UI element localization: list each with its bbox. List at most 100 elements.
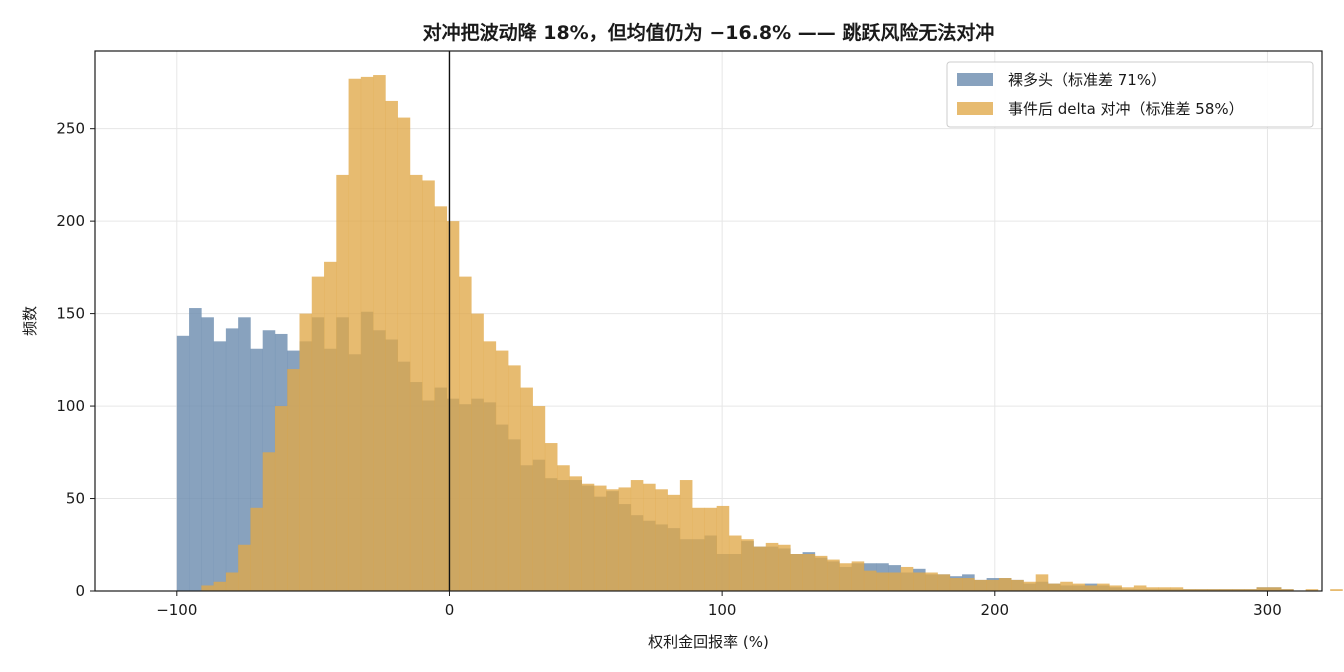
bar-delta-hedged	[913, 572, 926, 591]
bar-delta-hedged	[569, 476, 583, 591]
chart-title: 对冲把波动降 18%，但均值仍为 −16.8% —— 跳跃风险无法对冲	[423, 21, 995, 44]
bar-delta-hedged	[1170, 587, 1184, 591]
bar-delta-hedged	[851, 561, 865, 591]
y-tick-label: 0	[75, 582, 85, 600]
bar-delta-hedged	[655, 489, 668, 591]
bar-delta-hedged	[618, 487, 632, 591]
bar-delta-hedged	[876, 572, 889, 591]
bar-delta-hedged	[299, 313, 313, 591]
bar-delta-hedged	[1182, 589, 1196, 591]
axis-ticks: −100 0 100 200 300 0 50 100 150 200 250	[56, 120, 1281, 619]
bar-delta-hedged	[434, 206, 448, 591]
bar-delta-hedged	[949, 578, 963, 591]
bar-delta-hedged	[471, 313, 484, 591]
bar-delta-hedged	[630, 480, 644, 591]
bar-delta-hedged	[925, 572, 938, 591]
bar-delta-hedged	[422, 180, 435, 591]
bar-delta-hedged	[1256, 587, 1270, 591]
bar-delta-hedged	[348, 78, 362, 591]
bar-delta-hedged	[667, 494, 681, 591]
bar-delta-hedged	[581, 483, 595, 591]
bar-delta-hedged	[1121, 587, 1135, 591]
bar-delta-hedged	[1281, 589, 1294, 591]
bar-delta-hedged	[336, 174, 349, 591]
bar-delta-hedged	[1232, 589, 1245, 591]
bar-delta-hedged	[741, 539, 754, 591]
bar-delta-hedged	[962, 578, 975, 591]
legend: 裸多头（标准差 71%） 事件后 delta 对冲（标准差 58%）	[946, 61, 1314, 128]
y-tick-label: 250	[56, 120, 85, 138]
x-axis-label: 权利金回报率 (%)	[648, 633, 769, 651]
bar-delta-hedged	[753, 546, 767, 591]
bar-delta-hedged	[716, 505, 730, 591]
legend-swatch-delta-hedged	[957, 102, 993, 115]
legend-label-delta-hedged: 事件后 delta 对冲（标准差 58%）	[1008, 100, 1244, 118]
bar-delta-hedged	[593, 485, 607, 591]
bar-delta-hedged	[1219, 589, 1233, 591]
bar-delta-hedged	[213, 581, 227, 591]
legend-label-naked-long: 裸多头（标准差 71%）	[1008, 71, 1166, 89]
bar-delta-hedged	[397, 117, 411, 591]
bar-naked-long	[225, 328, 239, 591]
bar-delta-hedged	[1244, 589, 1257, 591]
x-tick-label: 0	[445, 601, 455, 619]
bar-delta-hedged	[373, 75, 386, 592]
bar-delta-hedged	[802, 554, 816, 591]
bar-delta-hedged	[937, 574, 951, 591]
bar-delta-hedged	[459, 276, 472, 591]
bar-delta-hedged	[360, 76, 374, 592]
bar-delta-hedged	[1195, 589, 1208, 591]
bar-delta-hedged	[888, 572, 902, 591]
bar-delta-hedged	[1072, 583, 1086, 591]
bar-delta-hedged	[1207, 589, 1221, 591]
bar-delta-hedged	[839, 563, 852, 591]
bar-naked-long	[189, 308, 202, 591]
histogram-bars	[176, 75, 1343, 592]
bar-delta-hedged	[495, 350, 509, 591]
bar-delta-hedged	[1084, 585, 1098, 591]
bar-delta-hedged	[262, 452, 276, 591]
bar-delta-hedged	[606, 489, 619, 591]
bar-delta-hedged	[274, 406, 288, 591]
legend-swatch-naked-long	[957, 73, 993, 86]
bar-naked-long	[213, 341, 227, 591]
x-tick-label: 300	[1253, 601, 1282, 619]
bar-delta-hedged	[1011, 579, 1024, 591]
bar-delta-hedged	[1305, 589, 1319, 591]
bar-delta-hedged	[1023, 581, 1036, 591]
bar-delta-hedged	[692, 507, 705, 591]
bar-delta-hedged	[508, 365, 521, 591]
bar-delta-hedged	[1268, 587, 1282, 591]
y-axis-label: 频数	[21, 306, 39, 336]
bar-delta-hedged	[1146, 587, 1159, 591]
bar-delta-hedged	[409, 174, 423, 591]
bar-delta-hedged	[986, 579, 1000, 591]
bar-delta-hedged	[790, 554, 803, 591]
legend-box	[946, 61, 1314, 128]
bar-delta-hedged	[1109, 585, 1122, 591]
y-tick-label: 200	[56, 212, 85, 230]
bar-delta-hedged	[1097, 583, 1110, 591]
bar-delta-hedged	[446, 221, 460, 591]
bar-delta-hedged	[385, 100, 398, 591]
bar-delta-hedged	[483, 341, 497, 591]
bar-delta-hedged	[863, 570, 877, 591]
bar-delta-hedged	[765, 542, 779, 591]
bar-delta-hedged	[1158, 587, 1171, 591]
bar-delta-hedged	[1133, 585, 1147, 591]
bar-delta-hedged	[1060, 581, 1073, 591]
bar-delta-hedged	[557, 465, 570, 591]
y-tick-label: 50	[66, 490, 85, 508]
bar-delta-hedged	[532, 406, 546, 591]
bar-delta-hedged	[704, 507, 717, 591]
bar-delta-hedged	[998, 578, 1012, 591]
bar-delta-hedged	[238, 544, 251, 591]
y-tick-label: 150	[56, 305, 85, 323]
bar-delta-hedged	[1047, 583, 1061, 591]
bar-naked-long	[238, 317, 251, 591]
x-tick-label: 200	[980, 601, 1009, 619]
bar-naked-long	[201, 317, 214, 591]
y-tick-label: 100	[56, 397, 85, 415]
bar-delta-hedged	[827, 559, 840, 591]
